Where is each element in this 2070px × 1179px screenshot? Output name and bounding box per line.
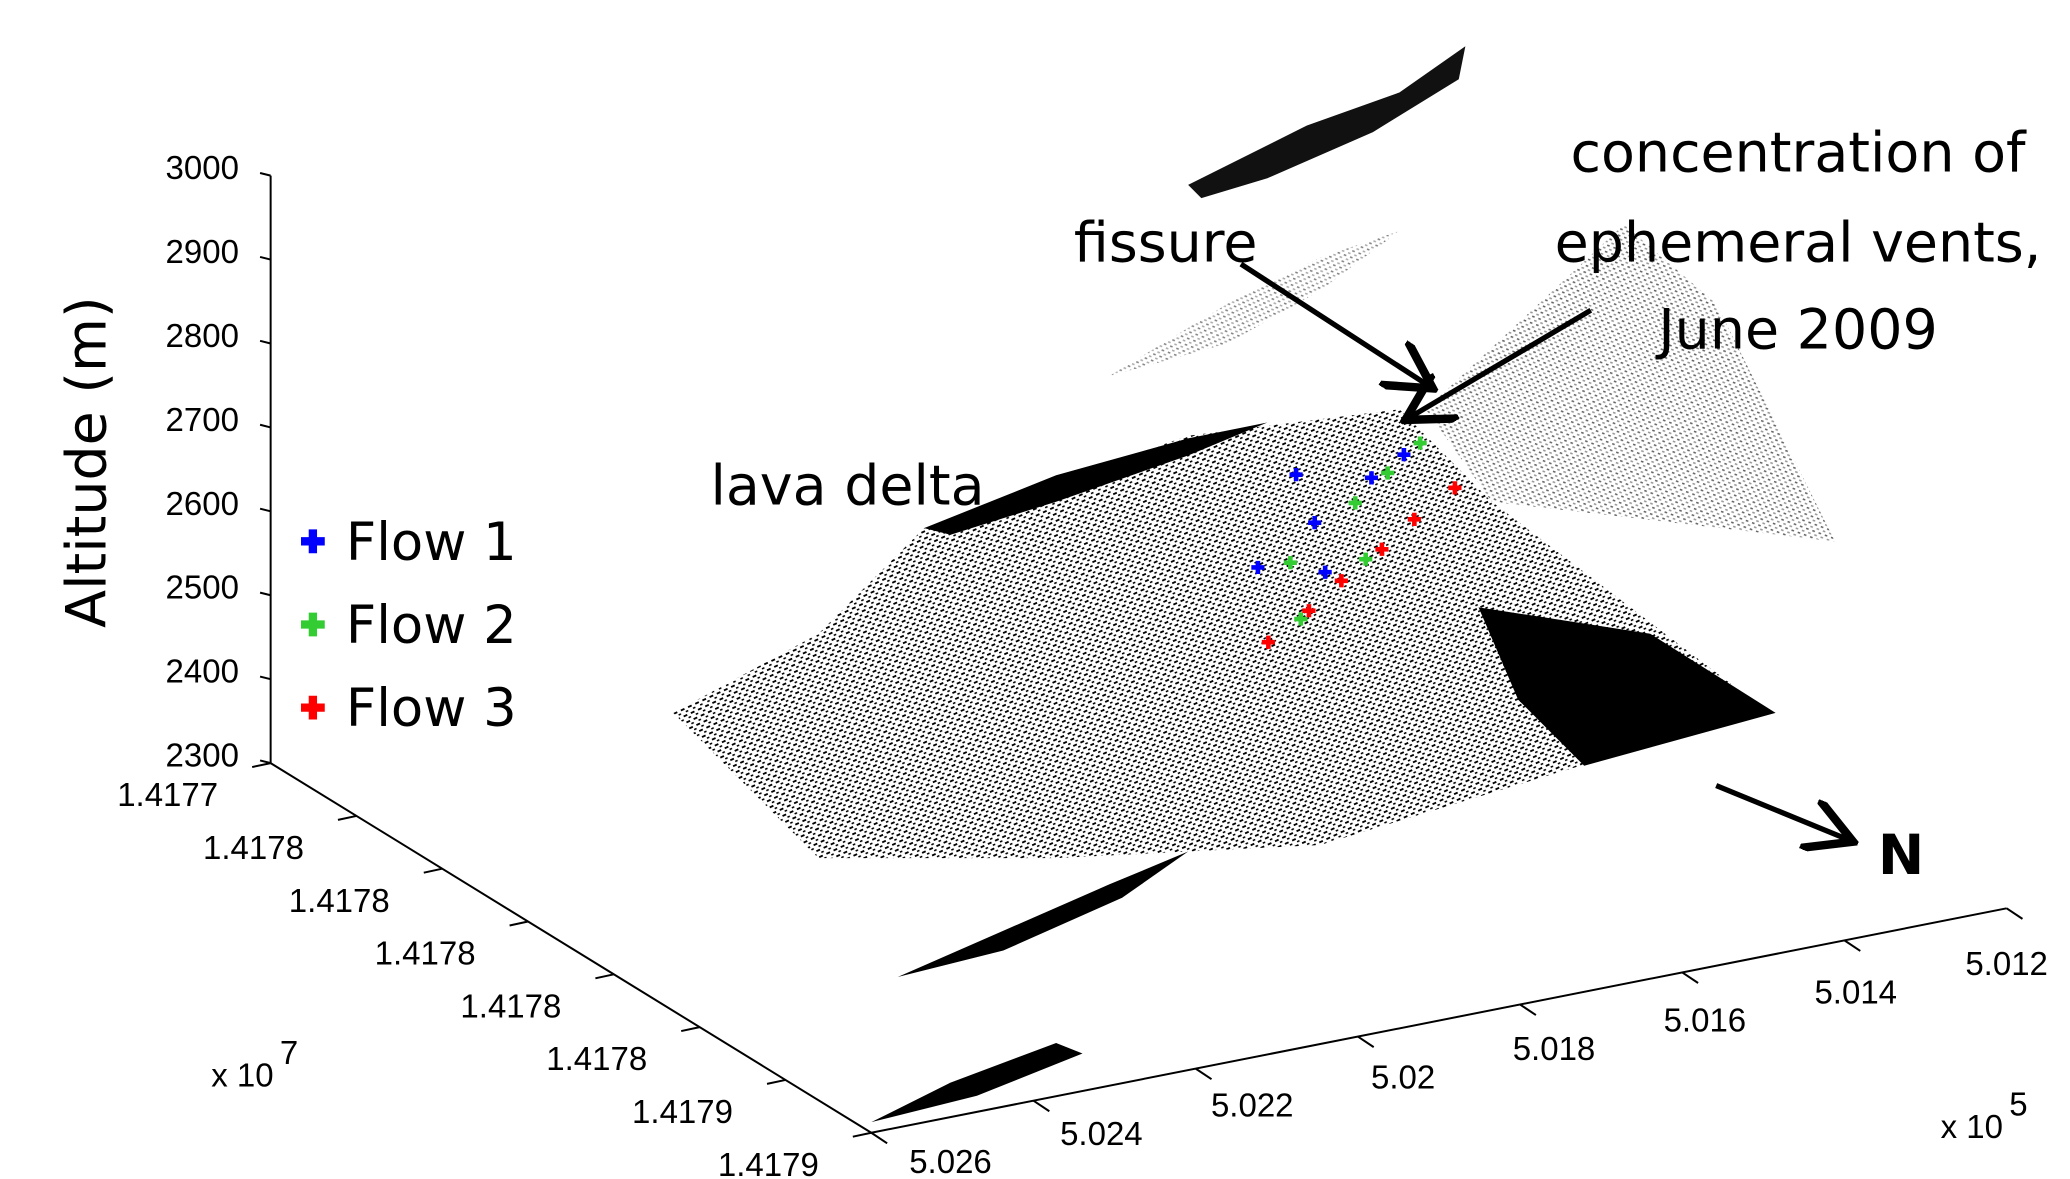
x-tick [1682, 972, 1698, 983]
x-tick [1358, 1037, 1374, 1048]
x-tick [1844, 940, 1860, 951]
y-tick [510, 922, 528, 926]
annotation: ephemeral vents, [1555, 211, 2042, 275]
y-multiplier: x 10 [211, 1057, 273, 1094]
point-cloud [673, 46, 1835, 1122]
y-tick [424, 869, 442, 873]
annotation: June 2009 [1655, 299, 1937, 363]
y-tick [853, 1133, 871, 1137]
z-tick-label: 2600 [166, 485, 239, 522]
x-tick-label: 5.026 [909, 1143, 992, 1179]
y-tick [338, 816, 356, 820]
z-tick-label: 2400 [166, 653, 239, 690]
x-tick-label: 5.014 [1814, 973, 1897, 1010]
y-tick-label: 1.4178 [289, 882, 390, 919]
y-tick [595, 974, 613, 978]
x-tick-label: 5.02 [1371, 1058, 1435, 1095]
y-tick-label: 1.4179 [632, 1093, 733, 1130]
y-tick-label: 1.4178 [375, 935, 476, 972]
x-tick-label: 5.016 [1664, 1002, 1747, 1039]
x-tick [1520, 1004, 1536, 1015]
x-tick-label: 5.018 [1513, 1030, 1596, 1067]
x-multiplier-exponent: 5 [2009, 1086, 2027, 1123]
legend-marker [301, 613, 325, 637]
annotation: concentration of [1571, 122, 2027, 186]
legend-label: Flow 3 [346, 678, 517, 739]
y-tick-label: 1.4177 [117, 776, 218, 813]
y-tick [252, 763, 270, 767]
y-multiplier-exponent: 7 [280, 1034, 298, 1071]
z-tick-label: 2900 [166, 233, 239, 270]
z-tick-label: 2500 [166, 569, 239, 606]
x-tick-label: 5.012 [1965, 945, 2048, 982]
y-tick-label: 1.4178 [203, 829, 304, 866]
y-tick-label: 1.4178 [546, 1040, 647, 1077]
legend-marker [301, 529, 325, 553]
x-tick-label: 5.024 [1060, 1115, 1143, 1152]
x-tick [2007, 908, 2023, 919]
x-tick [871, 1133, 887, 1144]
z-tick [260, 257, 271, 260]
z-tick [260, 677, 271, 680]
z-tick [260, 509, 271, 512]
z-axis-label: Altitude (m) [56, 296, 120, 628]
legend-label: Flow 1 [346, 512, 517, 573]
annotation: fissure [1074, 211, 1258, 275]
y-tick-label: 1.4179 [718, 1146, 819, 1179]
x-axis [871, 908, 2006, 1132]
z-tick-label: 2300 [166, 737, 239, 774]
z-tick-label: 2800 [166, 317, 239, 354]
z-tick [260, 173, 271, 176]
y-tick [681, 1027, 699, 1031]
legend-label: Flow 2 [346, 595, 517, 656]
legend-marker [301, 696, 325, 720]
z-tick-label: 3000 [166, 149, 239, 186]
x-tick [1196, 1069, 1212, 1080]
z-tick-label: 2700 [166, 401, 239, 438]
z-tick [260, 593, 271, 596]
chart: lava delta fissure concentration of ephe… [0, 0, 2070, 1179]
annotation: lava delta [710, 454, 984, 518]
y-tick [767, 1080, 785, 1084]
annotation: N [1878, 824, 1924, 888]
z-tick [260, 341, 271, 344]
x-tick-label: 5.022 [1211, 1087, 1294, 1124]
x-multiplier: x 10 [1941, 1108, 2003, 1145]
y-tick-label: 1.4178 [460, 987, 561, 1024]
x-tick [1033, 1101, 1049, 1112]
z-tick [260, 425, 271, 428]
